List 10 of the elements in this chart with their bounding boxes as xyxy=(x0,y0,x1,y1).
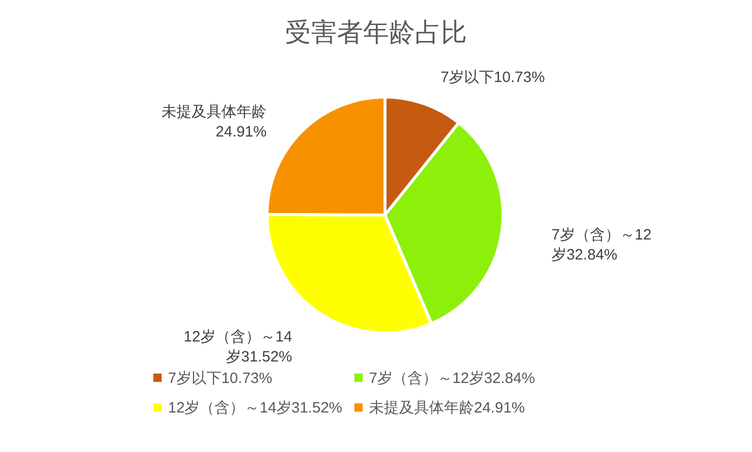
chart-title: 受害者年龄占比 xyxy=(285,17,467,47)
legend-label: 12岁（含）～14岁31.52% xyxy=(168,400,342,416)
data-label: 24.91% xyxy=(216,123,267,140)
slice-label: 12岁（含）～14 岁31.52% xyxy=(184,328,292,366)
category-label: 未提及具体年龄24.91% xyxy=(369,400,525,416)
slice-label: 7岁以下10.73% xyxy=(440,69,545,86)
legend-label: 7岁（含）～12岁32.84% xyxy=(369,370,535,387)
slice-label: 未提及具体年龄 xyxy=(162,103,267,120)
legend-label: 7岁以下10.73% xyxy=(168,370,272,387)
slice-label: 7岁（含）～12 岁32.84% xyxy=(551,226,652,264)
